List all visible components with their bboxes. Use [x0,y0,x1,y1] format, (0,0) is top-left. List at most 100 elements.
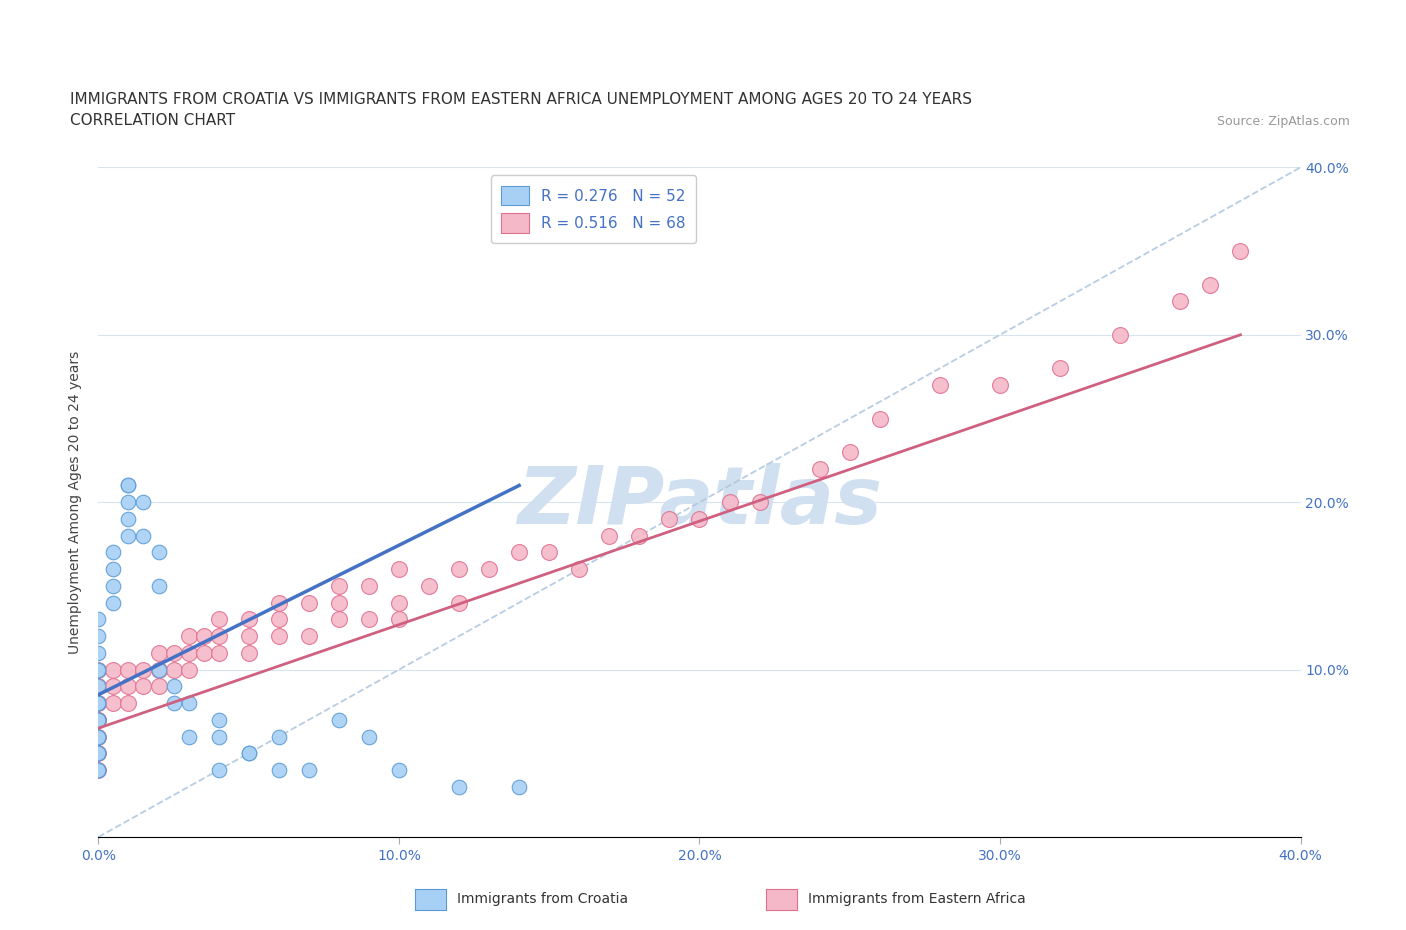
Point [388,595,411,610]
Text: Source: ZipAtlas.com: Source: ZipAtlas.com [1216,115,1350,128]
Point [357,729,380,744]
Point [238,746,260,761]
Point [208,712,231,727]
Point [538,545,561,560]
Point [388,562,411,577]
Text: Immigrants from Croatia: Immigrants from Croatia [457,892,628,907]
Point [357,578,380,593]
Point [208,729,231,744]
Point [177,645,200,660]
Point [177,662,200,677]
Point [87,746,110,761]
Point [132,528,155,543]
Point [132,679,155,694]
Text: IMMIGRANTS FROM CROATIA VS IMMIGRANTS FROM EASTERN AFRICA UNEMPLOYMENT AMONG AGE: IMMIGRANTS FROM CROATIA VS IMMIGRANTS FR… [70,92,973,107]
Point [1229,244,1251,259]
Point [87,729,110,744]
Point [103,578,125,593]
Legend: R = 0.276   N = 52, R = 0.516   N = 68: R = 0.276 N = 52, R = 0.516 N = 68 [491,175,696,244]
Point [748,495,770,510]
Point [87,662,110,677]
Point [208,763,231,777]
Point [478,562,501,577]
Point [598,528,620,543]
Point [238,612,260,627]
Point [328,578,350,593]
Point [328,595,350,610]
Point [132,662,155,677]
Point [87,662,110,677]
Point [988,378,1011,392]
Point [87,763,110,777]
Point [87,696,110,711]
Y-axis label: Unemployment Among Ages 20 to 24 years: Unemployment Among Ages 20 to 24 years [69,351,83,654]
Point [148,645,170,660]
Point [298,595,321,610]
Point [103,562,125,577]
Point [718,495,741,510]
Point [298,763,321,777]
Point [388,763,411,777]
Point [177,629,200,644]
Point [87,645,110,660]
Point [508,545,530,560]
Point [148,679,170,694]
Point [447,779,470,794]
Point [117,662,139,677]
Point [1049,361,1071,376]
Point [87,712,110,727]
Point [658,512,681,526]
Point [208,612,231,627]
Point [87,729,110,744]
Point [162,645,184,660]
Point [87,662,110,677]
Point [87,746,110,761]
Text: Immigrants from Eastern Africa: Immigrants from Eastern Africa [808,892,1026,907]
Point [103,545,125,560]
Text: CORRELATION CHART: CORRELATION CHART [70,113,235,128]
Point [87,629,110,644]
Point [87,696,110,711]
Point [238,629,260,644]
Point [388,612,411,627]
Point [628,528,651,543]
Point [267,729,290,744]
Point [869,411,891,426]
Point [418,578,440,593]
Point [87,746,110,761]
Point [117,528,139,543]
Point [103,662,125,677]
Point [117,478,139,493]
Point [162,679,184,694]
Point [87,729,110,744]
Point [87,712,110,727]
Point [447,562,470,577]
Point [508,779,530,794]
Point [1109,327,1132,342]
Point [87,679,110,694]
Point [87,696,110,711]
Point [103,696,125,711]
Point [117,696,139,711]
Point [838,445,860,459]
Point [193,629,215,644]
Point [162,662,184,677]
Point [568,562,591,577]
Point [267,629,290,644]
Point [117,478,139,493]
Point [87,712,110,727]
Point [238,645,260,660]
Point [148,578,170,593]
Point [447,595,470,610]
Point [87,696,110,711]
Point [87,763,110,777]
Point [1199,277,1222,292]
Point [148,545,170,560]
Point [87,612,110,627]
Point [87,763,110,777]
Point [87,763,110,777]
Point [689,512,711,526]
Point [267,612,290,627]
Point [238,746,260,761]
Point [208,645,231,660]
